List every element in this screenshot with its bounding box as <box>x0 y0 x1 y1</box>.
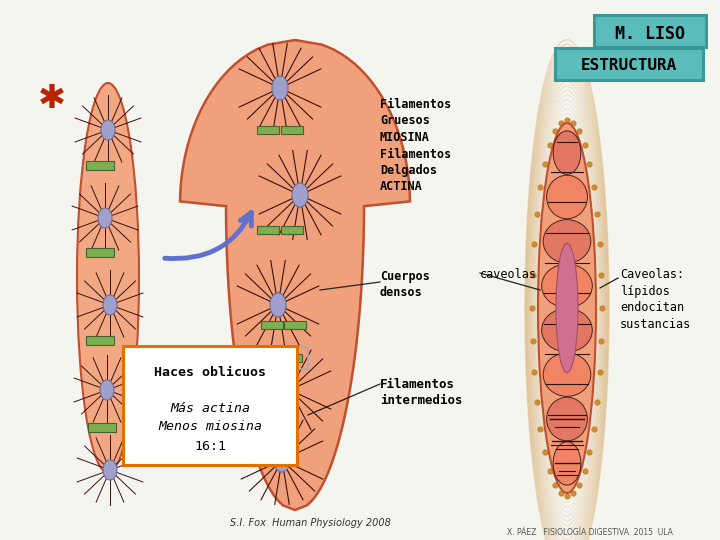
Ellipse shape <box>292 183 308 207</box>
Text: ESTRUCTURA: ESTRUCTURA <box>581 58 677 73</box>
FancyBboxPatch shape <box>284 321 306 329</box>
Ellipse shape <box>541 264 593 308</box>
Ellipse shape <box>553 131 581 174</box>
FancyBboxPatch shape <box>281 226 303 234</box>
Ellipse shape <box>101 120 115 140</box>
Ellipse shape <box>543 220 591 263</box>
Ellipse shape <box>546 176 588 219</box>
Text: X. PÁEZ   FISIOLOGÍA DIGESTIVA  2015  ULA: X. PÁEZ FISIOLOGÍA DIGESTIVA 2015 ULA <box>507 528 673 537</box>
Text: Caveolas:
lípidos
endocitan
sustancias: Caveolas: lípidos endocitan sustancias <box>620 268 691 330</box>
FancyBboxPatch shape <box>86 247 114 256</box>
Text: Más actina: Más actina <box>170 402 250 415</box>
Polygon shape <box>180 40 410 510</box>
FancyBboxPatch shape <box>281 126 303 134</box>
Ellipse shape <box>541 308 593 352</box>
Text: M. LISO: M. LISO <box>615 25 685 43</box>
Text: Haces oblicuos: Haces oblicuos <box>154 366 266 379</box>
Ellipse shape <box>98 208 112 228</box>
Ellipse shape <box>270 293 286 317</box>
Text: Cuerpos
densos: Cuerpos densos <box>380 270 430 300</box>
Text: S.I. Fox  Human Physiology 2008: S.I. Fox Human Physiology 2008 <box>230 518 390 528</box>
Text: Filamentos
Gruesos
MIOSINA
Filamentos
Delgados
ACTINA: Filamentos Gruesos MIOSINA Filamentos De… <box>380 98 451 193</box>
Text: ✱: ✱ <box>38 82 66 114</box>
FancyBboxPatch shape <box>257 226 279 234</box>
Ellipse shape <box>274 448 290 472</box>
Ellipse shape <box>556 243 578 373</box>
Ellipse shape <box>553 442 581 485</box>
Ellipse shape <box>546 397 588 441</box>
FancyBboxPatch shape <box>555 48 703 80</box>
Ellipse shape <box>272 76 288 100</box>
FancyBboxPatch shape <box>594 15 706 47</box>
FancyBboxPatch shape <box>264 354 302 362</box>
Ellipse shape <box>282 378 298 402</box>
Text: 16:1: 16:1 <box>194 440 226 453</box>
FancyBboxPatch shape <box>257 126 279 134</box>
Ellipse shape <box>100 380 114 400</box>
Text: caveolas: caveolas <box>480 268 537 281</box>
Ellipse shape <box>538 123 596 493</box>
FancyBboxPatch shape <box>86 160 114 170</box>
FancyBboxPatch shape <box>261 321 283 329</box>
Ellipse shape <box>103 460 117 480</box>
FancyBboxPatch shape <box>123 346 297 465</box>
FancyBboxPatch shape <box>88 422 116 431</box>
Ellipse shape <box>543 353 591 396</box>
Ellipse shape <box>77 83 139 473</box>
Text: Menos miosina: Menos miosina <box>158 421 262 434</box>
Text: Filamentos
intermedios: Filamentos intermedios <box>380 378 462 408</box>
Ellipse shape <box>103 295 117 315</box>
FancyBboxPatch shape <box>86 335 114 345</box>
